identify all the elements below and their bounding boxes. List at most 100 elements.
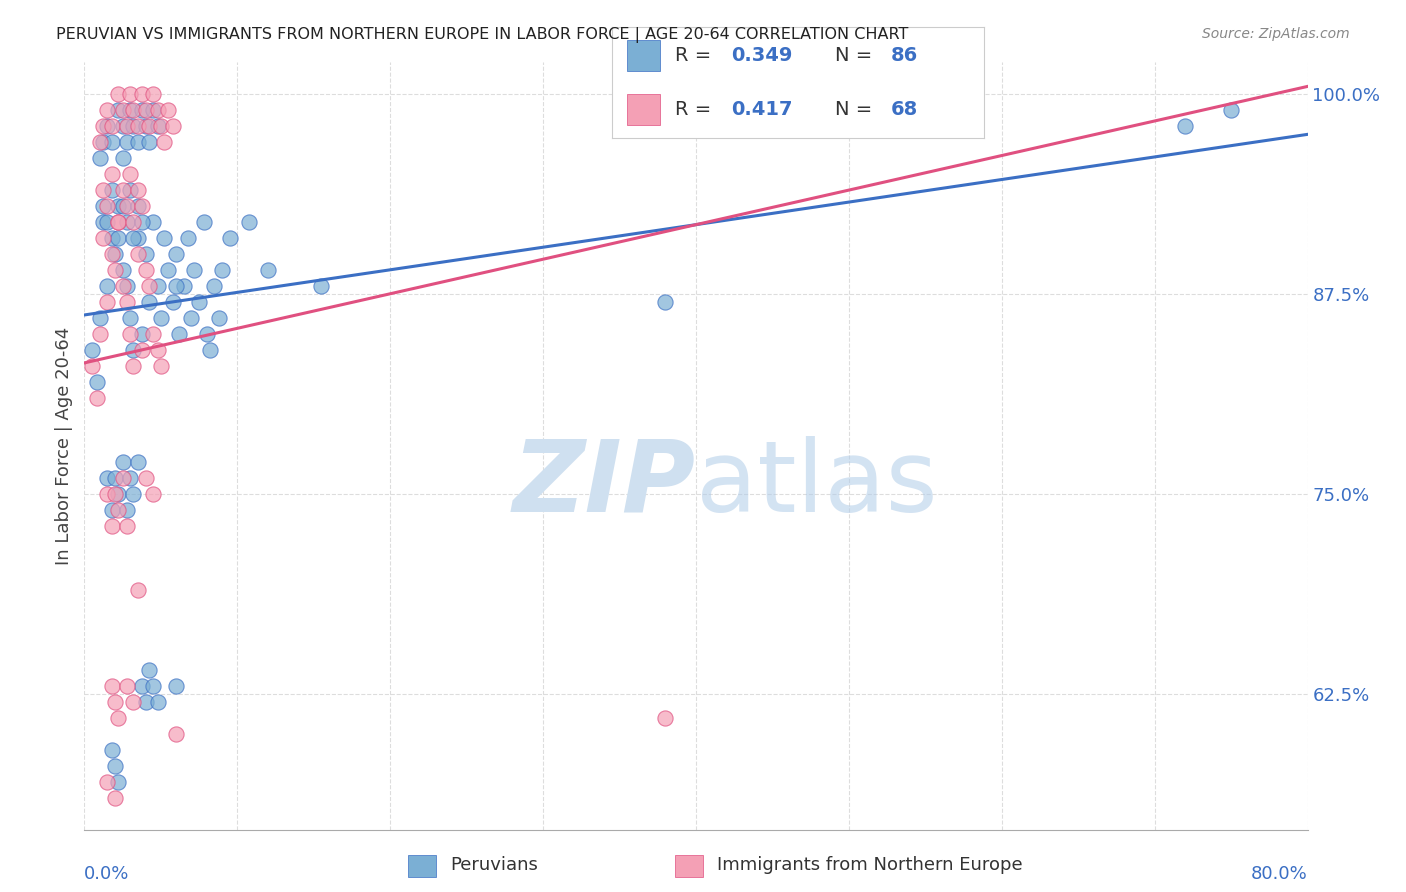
Point	[115, 519, 138, 533]
Point	[1174, 120, 1197, 134]
Point	[101, 167, 124, 181]
Point	[165, 679, 187, 693]
Text: 0.0%: 0.0%	[84, 864, 129, 883]
Point	[142, 327, 165, 342]
Point	[120, 311, 142, 326]
Point	[104, 471, 127, 485]
Point	[115, 295, 138, 310]
Point	[135, 247, 157, 261]
Point	[80, 359, 103, 373]
Text: 68: 68	[891, 100, 918, 119]
Point	[127, 120, 149, 134]
Point	[91, 231, 114, 245]
Point	[91, 215, 114, 229]
Text: N =: N =	[835, 46, 879, 65]
Point	[146, 120, 169, 134]
Text: 0.417: 0.417	[731, 100, 793, 119]
Point	[111, 152, 134, 166]
Point	[91, 183, 114, 197]
Point	[122, 215, 145, 229]
Point	[111, 120, 134, 134]
Point	[91, 199, 114, 213]
Point	[101, 120, 124, 134]
Point	[153, 231, 176, 245]
Point	[111, 279, 134, 293]
Point	[111, 103, 134, 118]
Point	[1220, 103, 1243, 118]
Point	[96, 215, 118, 229]
Point	[142, 679, 165, 693]
Text: 80.0%: 80.0%	[1251, 864, 1308, 883]
Point	[127, 455, 149, 469]
Point	[131, 199, 153, 213]
Point	[104, 758, 127, 772]
Point	[122, 695, 145, 709]
Point	[101, 679, 124, 693]
Point	[131, 343, 153, 358]
Point	[131, 215, 153, 229]
Bar	[408, 855, 436, 877]
Point	[101, 231, 124, 245]
Point	[107, 774, 129, 789]
Bar	[627, 40, 659, 71]
Point	[107, 87, 129, 102]
Point	[157, 263, 180, 277]
Point	[104, 695, 127, 709]
Point	[127, 582, 149, 597]
Point	[115, 679, 138, 693]
Text: Peruvians: Peruvians	[450, 856, 538, 874]
Point	[198, 343, 221, 358]
Point	[146, 695, 169, 709]
Point	[138, 663, 160, 677]
Y-axis label: In Labor Force | Age 20-64: In Labor Force | Age 20-64	[55, 326, 73, 566]
Point	[101, 742, 124, 756]
Point	[146, 343, 169, 358]
Point	[115, 215, 138, 229]
Point	[122, 103, 145, 118]
Point	[89, 136, 111, 150]
Point	[142, 87, 165, 102]
Point	[167, 327, 190, 342]
Point	[131, 103, 153, 118]
Point	[135, 263, 157, 277]
Text: N =: N =	[835, 100, 879, 119]
Point	[146, 103, 169, 118]
Point	[89, 311, 111, 326]
Point	[311, 279, 333, 293]
Point	[96, 199, 118, 213]
Point	[86, 375, 108, 389]
Point	[111, 183, 134, 197]
Point	[195, 327, 218, 342]
Point	[142, 103, 165, 118]
Text: PERUVIAN VS IMMIGRANTS FROM NORTHERN EUROPE IN LABOR FORCE | AGE 20-64 CORRELATI: PERUVIAN VS IMMIGRANTS FROM NORTHERN EUR…	[56, 27, 908, 43]
Point	[122, 120, 145, 134]
Point	[149, 359, 172, 373]
Point	[104, 487, 127, 501]
Point	[107, 103, 129, 118]
Point	[120, 87, 142, 102]
Point	[104, 263, 127, 277]
Point	[101, 136, 124, 150]
Point	[127, 231, 149, 245]
Text: R =: R =	[675, 46, 717, 65]
Point	[153, 136, 176, 150]
Point	[80, 343, 103, 358]
Point	[107, 215, 129, 229]
Point	[107, 215, 129, 229]
Point	[238, 215, 260, 229]
Point	[101, 503, 124, 517]
Point	[96, 774, 118, 789]
Point	[107, 199, 129, 213]
Point	[183, 263, 205, 277]
Text: R =: R =	[675, 100, 717, 119]
Point	[127, 136, 149, 150]
Point	[111, 455, 134, 469]
Point	[127, 183, 149, 197]
Point	[107, 231, 129, 245]
Point	[138, 136, 160, 150]
Point	[218, 231, 240, 245]
Point	[120, 471, 142, 485]
Point	[86, 391, 108, 405]
Point	[142, 215, 165, 229]
Point	[96, 279, 118, 293]
